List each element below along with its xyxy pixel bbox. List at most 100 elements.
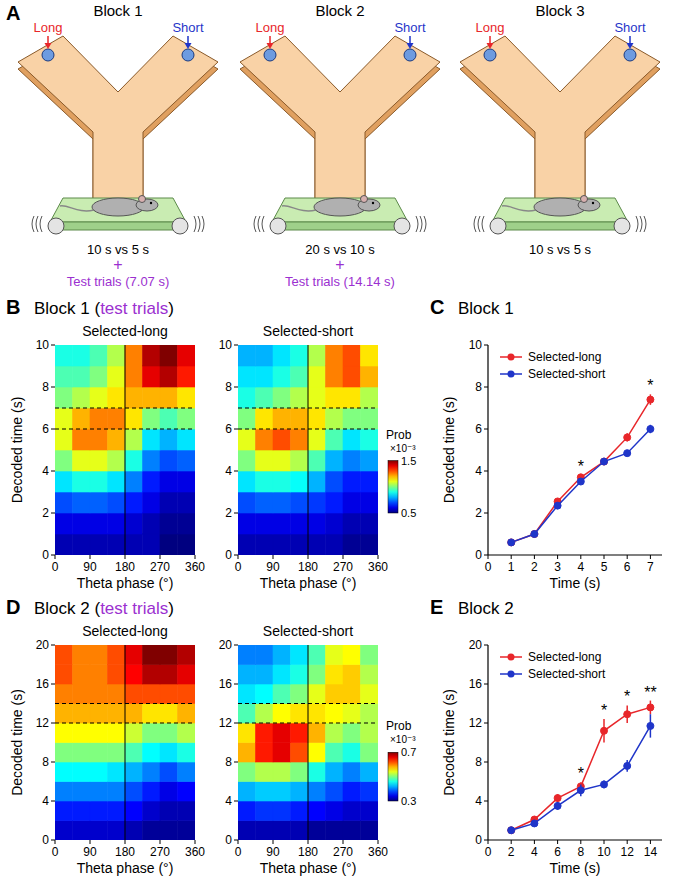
tick: [580, 840, 581, 844]
cell: [160, 762, 178, 782]
cell: [73, 471, 91, 492]
cell: [90, 429, 108, 450]
cell: [238, 429, 256, 450]
point: [647, 426, 654, 433]
cell: [55, 345, 73, 366]
cell: [90, 492, 108, 513]
cell: [143, 513, 161, 534]
cell: [125, 704, 143, 724]
port: [264, 49, 276, 61]
maze-top: [460, 36, 660, 200]
cells: [55, 345, 195, 555]
cell: [343, 704, 361, 724]
colorbar-tick: 1.5: [401, 455, 416, 467]
cell: [273, 534, 291, 555]
cell: [343, 471, 361, 492]
legend-marker: [508, 371, 515, 378]
tick-label: 16: [219, 677, 233, 691]
heatmap: 090180270360048121620Selected-shortTheta…: [219, 623, 417, 876]
cell: [308, 684, 326, 704]
cell: [73, 821, 91, 841]
cell: [273, 821, 291, 841]
tick: [273, 840, 274, 844]
treadmill: [272, 198, 408, 222]
panel-letter: D: [6, 596, 20, 618]
cell: [143, 762, 161, 782]
cell: [361, 821, 379, 841]
axis-title: Decoded time (s): [9, 397, 25, 504]
cell: [160, 704, 178, 724]
tick-label: 0: [235, 845, 242, 859]
cell: [73, 801, 91, 821]
cell: [143, 345, 161, 366]
cell: [143, 471, 161, 492]
tick-label: 360: [368, 560, 388, 574]
tick-label: 4: [475, 794, 482, 808]
cell: [256, 645, 274, 665]
tick-label: 6: [624, 560, 631, 574]
cell: [125, 762, 143, 782]
cell: [160, 801, 178, 821]
block-title: Block 3: [535, 2, 584, 19]
cell: [308, 821, 326, 841]
cell: [361, 429, 379, 450]
tick-label: 90: [266, 845, 280, 859]
vibration: [40, 216, 42, 232]
cell: [256, 471, 274, 492]
cell: [326, 665, 344, 685]
tick: [273, 555, 274, 559]
cell: [108, 645, 126, 665]
tick: [238, 555, 239, 559]
cell: [361, 534, 379, 555]
tick-label: 270: [333, 845, 353, 859]
plot-data: [508, 394, 654, 546]
cell: [361, 684, 379, 704]
tick: [160, 555, 161, 559]
tick: [125, 840, 126, 844]
point: [601, 458, 608, 465]
x-axis: [488, 554, 662, 555]
tick: [484, 387, 488, 388]
tick: [238, 840, 239, 844]
cell: [291, 492, 309, 513]
cell: [143, 429, 161, 450]
cell: [256, 492, 274, 513]
cell: [343, 801, 361, 821]
cell: [73, 704, 91, 724]
tick-label: 2: [508, 845, 515, 859]
tick-label: 180: [298, 845, 318, 859]
maze-block: Block 3LongShort10 s vs 5 s: [460, 2, 660, 257]
tick: [51, 345, 55, 346]
cells: [238, 645, 378, 840]
title-part: Block 2: [458, 599, 514, 618]
tick-label: 8: [475, 755, 482, 769]
cell: [178, 408, 196, 429]
cell: [238, 471, 256, 492]
cell: [125, 665, 143, 685]
point: [624, 450, 631, 457]
maze-top: [18, 36, 218, 200]
tick: [234, 801, 238, 802]
treadmill: [492, 198, 628, 222]
port-label: Long: [476, 20, 505, 35]
plus: +: [335, 256, 344, 273]
tick: [308, 555, 309, 559]
tick: [51, 762, 55, 763]
cell: [178, 366, 196, 387]
cell: [343, 684, 361, 704]
point: [601, 727, 608, 734]
arrow-head: [407, 43, 414, 49]
tick-label: 0: [485, 845, 492, 859]
cell: [326, 345, 344, 366]
legend-label: Selected-short: [528, 367, 606, 381]
vibration: [262, 216, 264, 232]
cell: [73, 534, 91, 555]
tick-label: 20: [219, 638, 233, 652]
roller: [172, 218, 188, 234]
series-line: [511, 707, 650, 830]
significance: *: [578, 765, 584, 782]
axis-title: Theta phase (°): [77, 575, 174, 591]
cell: [273, 450, 291, 471]
cell: [343, 450, 361, 471]
cell: [326, 762, 344, 782]
